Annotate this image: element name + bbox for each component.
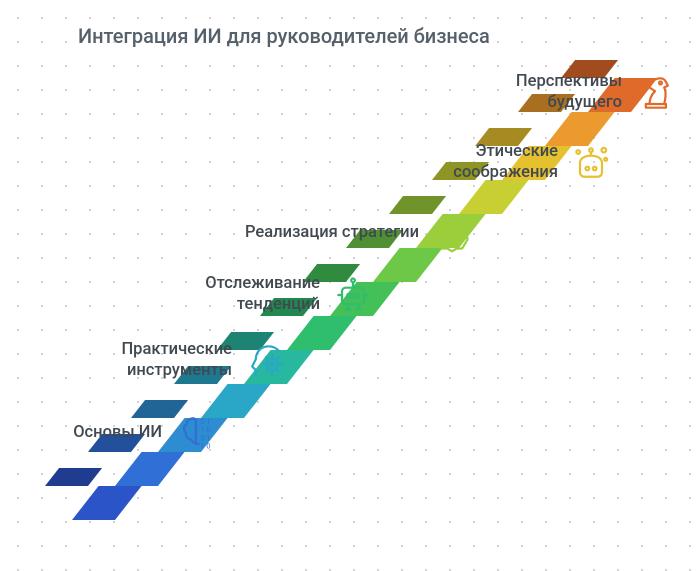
- badge-arrow-icon: [429, 210, 475, 256]
- brain-binary-icon: 0 11 00 11 0: [172, 410, 218, 456]
- robot-icon: [330, 272, 376, 318]
- level-label: Перспективы будущего: [452, 72, 622, 113]
- level-item: Отслеживание тенденций: [140, 272, 376, 318]
- level-item: Перспективы будущего: [452, 70, 678, 116]
- level-label: Отслеживание тенденций: [140, 274, 320, 315]
- head-gear-icon: [242, 338, 288, 384]
- svg-text:1 0: 1 0: [201, 442, 211, 451]
- level-item: Этические соображения: [388, 140, 614, 186]
- level-label: Основы ИИ: [42, 423, 162, 444]
- knight-icon: [632, 70, 678, 116]
- level-item: Практические инструменты: [62, 338, 288, 384]
- ai-bubbles-icon: [568, 140, 614, 186]
- level-label: Этические соображения: [388, 142, 558, 183]
- level-label: Реализация стратегии: [184, 223, 419, 244]
- level-item: Основы ИИ 0 11 00 11 0: [42, 410, 218, 456]
- level-item: Реализация стратегии: [184, 210, 475, 256]
- level-label: Практические инструменты: [62, 340, 232, 381]
